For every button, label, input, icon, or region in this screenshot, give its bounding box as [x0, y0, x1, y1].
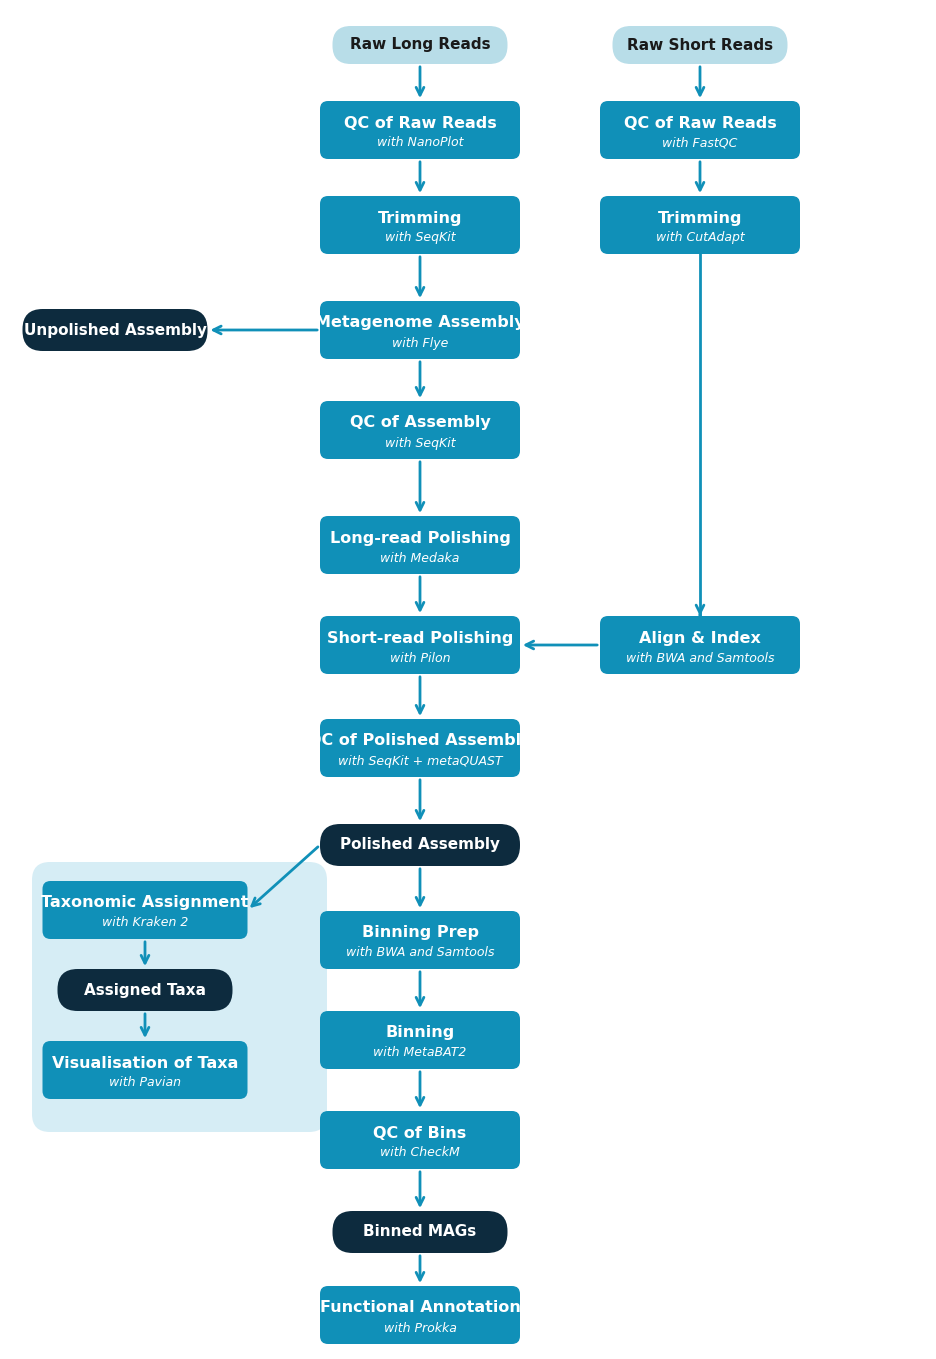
- Text: QC of Raw Reads: QC of Raw Reads: [623, 116, 776, 130]
- FancyBboxPatch shape: [320, 1011, 520, 1070]
- Text: Polished Assembly: Polished Assembly: [340, 837, 500, 852]
- Text: with Prokka: with Prokka: [384, 1321, 457, 1335]
- Text: with NanoPlot: with NanoPlot: [377, 136, 463, 149]
- Text: with Pilon: with Pilon: [389, 651, 450, 665]
- FancyBboxPatch shape: [320, 196, 520, 254]
- Text: with MetaBAT2: with MetaBAT2: [373, 1046, 467, 1060]
- FancyBboxPatch shape: [57, 969, 232, 1011]
- Text: Long-read Polishing: Long-read Polishing: [329, 530, 510, 545]
- FancyBboxPatch shape: [320, 1112, 520, 1169]
- FancyBboxPatch shape: [320, 911, 520, 969]
- Text: QC of Polished Assembly: QC of Polished Assembly: [308, 734, 532, 749]
- Text: with SeqKit + metaQUAST: with SeqKit + metaQUAST: [338, 754, 503, 768]
- Text: Metagenome Assembly: Metagenome Assembly: [315, 315, 525, 330]
- FancyBboxPatch shape: [22, 308, 208, 351]
- FancyBboxPatch shape: [332, 1211, 507, 1253]
- Text: Unpolished Assembly: Unpolished Assembly: [23, 322, 207, 337]
- FancyBboxPatch shape: [320, 300, 520, 359]
- Text: QC of Assembly: QC of Assembly: [350, 416, 490, 431]
- FancyBboxPatch shape: [332, 26, 507, 64]
- FancyBboxPatch shape: [32, 862, 327, 1132]
- FancyBboxPatch shape: [320, 824, 520, 866]
- Text: Raw Long Reads: Raw Long Reads: [350, 38, 490, 53]
- Text: with SeqKit: with SeqKit: [385, 231, 455, 245]
- FancyBboxPatch shape: [600, 101, 800, 159]
- Text: Trimming: Trimming: [658, 211, 742, 226]
- Text: with Pavian: with Pavian: [109, 1076, 181, 1090]
- FancyBboxPatch shape: [320, 101, 520, 159]
- Text: with Flye: with Flye: [392, 337, 448, 349]
- Text: Binning Prep: Binning Prep: [361, 925, 478, 940]
- Text: QC of Bins: QC of Bins: [373, 1125, 467, 1140]
- FancyBboxPatch shape: [320, 401, 520, 459]
- Text: Taxonomic Assignment: Taxonomic Assignment: [41, 896, 249, 911]
- FancyBboxPatch shape: [320, 719, 520, 777]
- Text: with SeqKit: with SeqKit: [385, 436, 455, 450]
- FancyBboxPatch shape: [600, 196, 800, 254]
- Text: Short-read Polishing: Short-read Polishing: [327, 631, 513, 646]
- FancyBboxPatch shape: [320, 616, 520, 674]
- Text: Visualisation of Taxa: Visualisation of Taxa: [51, 1056, 238, 1071]
- Text: Functional Annotation: Functional Annotation: [319, 1301, 520, 1316]
- Text: with BWA and Samtools: with BWA and Samtools: [345, 946, 494, 959]
- Text: Trimming: Trimming: [378, 211, 462, 226]
- Text: Assigned Taxa: Assigned Taxa: [84, 983, 206, 998]
- FancyBboxPatch shape: [42, 881, 247, 939]
- FancyBboxPatch shape: [320, 1286, 520, 1344]
- Text: Binning: Binning: [386, 1026, 455, 1041]
- Text: with Medaka: with Medaka: [380, 552, 460, 564]
- Text: with FastQC: with FastQC: [663, 136, 738, 149]
- Text: with CheckM: with CheckM: [380, 1147, 460, 1159]
- Text: with CutAdapt: with CutAdapt: [655, 231, 744, 245]
- FancyBboxPatch shape: [600, 616, 800, 674]
- Text: with Kraken 2: with Kraken 2: [102, 916, 188, 930]
- FancyBboxPatch shape: [612, 26, 787, 64]
- Text: with BWA and Samtools: with BWA and Samtools: [626, 651, 774, 665]
- Text: QC of Raw Reads: QC of Raw Reads: [344, 116, 496, 130]
- Text: Binned MAGs: Binned MAGs: [363, 1224, 476, 1239]
- FancyBboxPatch shape: [320, 516, 520, 573]
- Text: Raw Short Reads: Raw Short Reads: [627, 38, 773, 53]
- FancyBboxPatch shape: [42, 1041, 247, 1099]
- Text: Align & Index: Align & Index: [639, 631, 761, 646]
